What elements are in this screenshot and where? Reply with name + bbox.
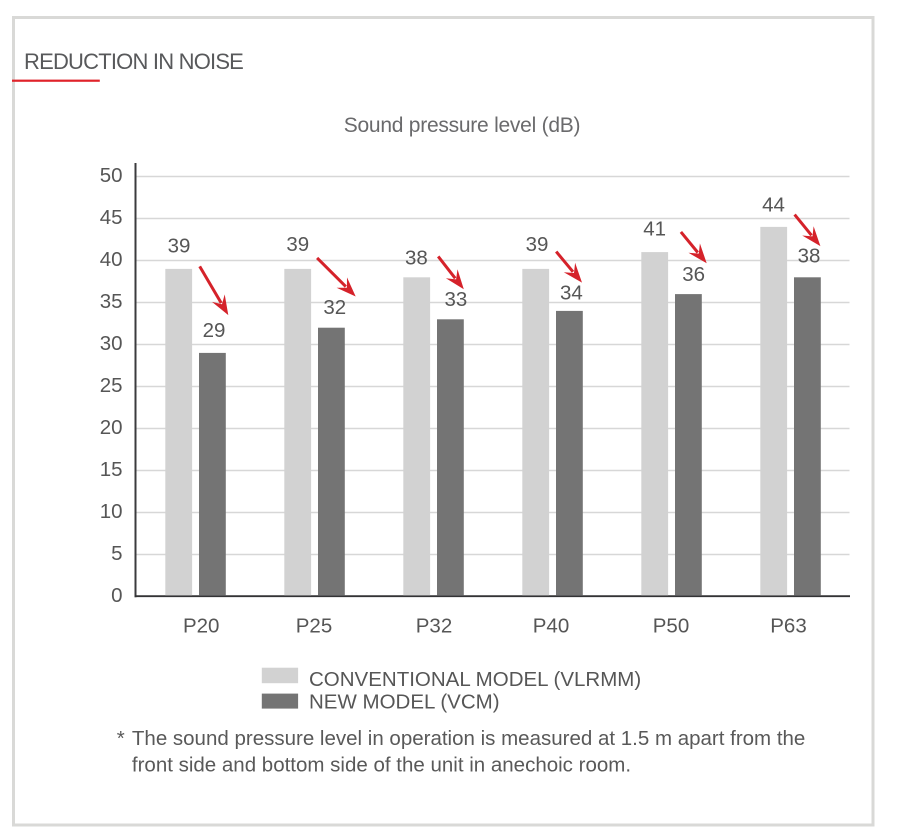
svg-text:35: 35 (100, 290, 123, 313)
svg-text:30: 30 (100, 332, 123, 355)
svg-text:15: 15 (100, 458, 123, 481)
svg-text:33: 33 (444, 288, 467, 311)
svg-text:44: 44 (762, 194, 785, 217)
svg-text:P40: P40 (533, 615, 569, 638)
svg-text:P63: P63 (770, 615, 806, 638)
svg-text:Sound pressure level (dB): Sound pressure level (dB) (344, 114, 581, 137)
svg-text:39: 39 (168, 234, 191, 257)
svg-text:NEW MODEL (VCM): NEW MODEL (VCM) (309, 691, 500, 714)
svg-text:45: 45 (100, 206, 123, 229)
svg-text:REDUCTION IN NOISE: REDUCTION IN NOISE (24, 49, 243, 74)
svg-text:39: 39 (286, 233, 309, 256)
svg-text:P50: P50 (653, 615, 689, 638)
svg-text:34: 34 (560, 281, 583, 304)
svg-text:P20: P20 (183, 615, 219, 638)
svg-text:29: 29 (203, 319, 226, 342)
svg-text:36: 36 (682, 263, 705, 286)
svg-text:32: 32 (323, 296, 346, 319)
svg-text:38: 38 (405, 247, 428, 270)
svg-text:The sound pressure level in op: The sound pressure level in operation is… (132, 727, 805, 750)
svg-text:50: 50 (100, 164, 123, 187)
svg-text:front side and bottom side of: front side and bottom side of the unit i… (132, 753, 631, 776)
svg-text:39: 39 (526, 233, 549, 256)
svg-text:P32: P32 (416, 615, 452, 638)
svg-text:*: * (117, 727, 125, 750)
svg-text:40: 40 (100, 248, 123, 271)
svg-text:0: 0 (111, 584, 122, 607)
svg-text:10: 10 (100, 500, 123, 523)
svg-text:20: 20 (100, 416, 123, 439)
svg-text:P25: P25 (296, 615, 332, 638)
svg-text:25: 25 (100, 374, 123, 397)
svg-text:41: 41 (643, 217, 666, 240)
svg-text:38: 38 (798, 245, 821, 268)
svg-text:CONVENTIONAL MODEL (VLRMM): CONVENTIONAL MODEL (VLRMM) (309, 668, 641, 691)
svg-text:5: 5 (111, 542, 122, 565)
